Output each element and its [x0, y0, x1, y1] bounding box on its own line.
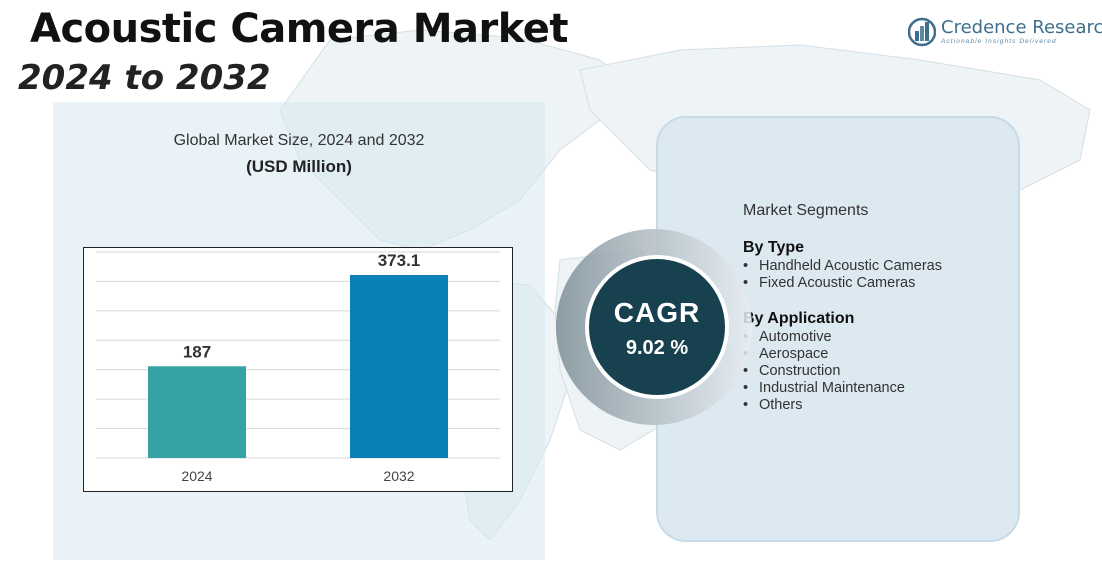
segment-list: Automotive Aerospace Construction Indust… — [743, 329, 905, 414]
brand-tagline: Actionable Insights Delivered — [941, 38, 1057, 45]
chart-panel: Global Market Size, 2024 and 2032 (USD M… — [53, 102, 545, 560]
bar-value-label: 373.1 — [378, 251, 421, 270]
segments-title: Market Segments — [743, 202, 869, 219]
segment-heading: By Application — [743, 310, 855, 327]
segment-item: Automotive — [743, 329, 905, 346]
segment-group-application: By Application Automotive Aerospace Cons… — [743, 310, 905, 414]
chart-heading: Global Market Size, 2024 and 2032 — [173, 132, 425, 149]
segment-item: Industrial Maintenance — [743, 380, 905, 397]
page-title: Acoustic Camera Market — [30, 6, 569, 52]
chart-unit: (USD Million) — [246, 157, 352, 176]
x-tick-label: 2024 — [181, 468, 212, 484]
segment-item: Handheld Acoustic Cameras — [743, 258, 942, 275]
page-subtitle: 2024 to 2032 — [18, 58, 271, 98]
brand-logo: Credence Research Actionable Insights De… — [908, 16, 1102, 48]
bar-chart-svg: 187 2024 373.1 2032 — [96, 251, 500, 484]
brand-name: Credence Research — [941, 17, 1102, 38]
bar-chart: 187 2024 373.1 2032 — [83, 247, 513, 492]
bar — [350, 275, 448, 458]
segment-item: Fixed Acoustic Cameras — [743, 275, 942, 292]
segment-item: Construction — [743, 363, 905, 380]
market-segments-panel: Market Segments By Type Handheld Acousti… — [656, 116, 1020, 542]
segment-item: Aerospace — [743, 346, 905, 363]
segment-list: Handheld Acoustic Cameras Fixed Acoustic… — [743, 258, 942, 292]
bar — [148, 366, 246, 458]
segment-heading: By Type — [743, 239, 805, 256]
bar-value-label: 187 — [183, 342, 211, 361]
bar-chart-logo-icon — [908, 17, 936, 47]
cagr-value: 9.02 % — [625, 337, 689, 359]
segment-item: Others — [743, 397, 905, 414]
cagr-label: CAGR — [613, 297, 701, 328]
cagr-badge: CAGR 9.02 % — [585, 255, 729, 399]
segment-group-type: By Type Handheld Acoustic Cameras Fixed … — [743, 239, 942, 292]
x-tick-label: 2032 — [383, 468, 414, 484]
